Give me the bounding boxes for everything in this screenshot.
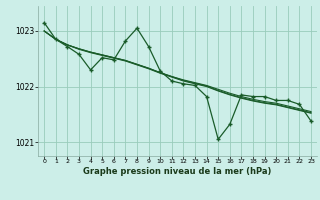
X-axis label: Graphe pression niveau de la mer (hPa): Graphe pression niveau de la mer (hPa) bbox=[84, 167, 272, 176]
